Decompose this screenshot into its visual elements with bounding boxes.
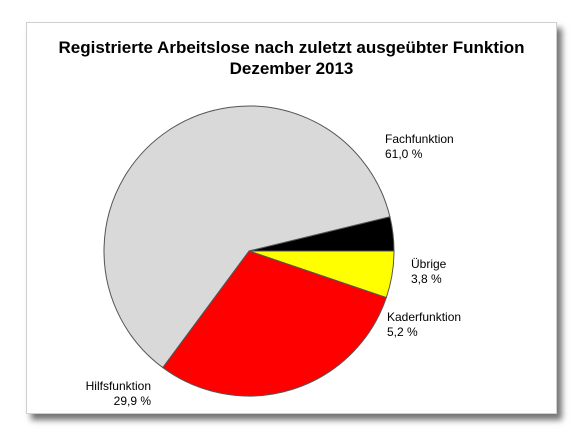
slice-label-name: Hilfsfunktion bbox=[86, 379, 151, 393]
chart-title-line: Registrierte Arbeitslose nach zuletzt au… bbox=[58, 38, 525, 57]
slice-label-value: 5,2 % bbox=[387, 325, 418, 339]
pie-slices bbox=[103, 105, 395, 397]
chart-title: Registrierte Arbeitslose nach zuletzt au… bbox=[27, 37, 556, 79]
chart-frame: Registrierte Arbeitslose nach zuletzt au… bbox=[26, 22, 557, 414]
slice-label-value: 61,0 % bbox=[385, 147, 423, 161]
pie-slice-hilfsfunktion bbox=[162, 250, 387, 397]
slice-label-name: Kaderfunktion bbox=[387, 310, 461, 324]
slice-label-value: 29,9 % bbox=[114, 394, 152, 408]
slice-label-name: Übrige bbox=[411, 257, 447, 271]
chart-subtitle-line: Dezember 2013 bbox=[229, 59, 354, 78]
pie-slice-fachfunktion bbox=[103, 105, 391, 369]
slice-label-name: Fachfunktion bbox=[385, 132, 454, 146]
slice-label-value: 3,8 % bbox=[411, 272, 442, 286]
